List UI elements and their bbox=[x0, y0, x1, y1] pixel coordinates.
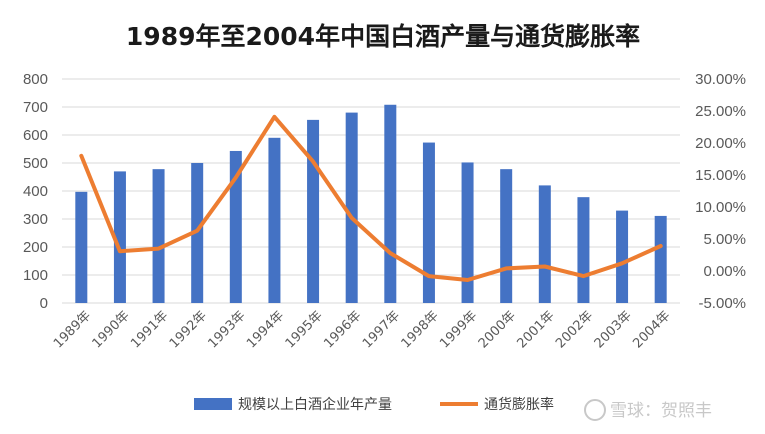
left-tick-label: 300 bbox=[23, 211, 48, 228]
bar bbox=[113, 171, 126, 303]
right-tick-label: -5.00% bbox=[698, 295, 746, 312]
x-tick-label: 2000年 bbox=[476, 308, 519, 351]
left-tick-label: 600 bbox=[23, 127, 48, 144]
bar bbox=[500, 169, 513, 303]
watermark-text: 雪球：贺照丰 bbox=[610, 401, 712, 421]
bar bbox=[75, 191, 88, 303]
snowball-logo-icon bbox=[584, 399, 606, 421]
x-tick-label: 2004年 bbox=[630, 308, 673, 351]
watermark: 雪球：贺照丰 bbox=[584, 399, 712, 421]
bar bbox=[422, 142, 435, 303]
legend: 规模以上白酒企业年产量 通货膨胀率 bbox=[194, 396, 554, 413]
legend-label-inflation: 通货膨胀率 bbox=[484, 396, 554, 413]
x-tick-label: 2003年 bbox=[592, 308, 635, 351]
left-axis: 0 100 200 300 400 500 600 700 800 bbox=[23, 71, 48, 312]
x-tick-label: 1993年 bbox=[205, 308, 248, 351]
x-tick-label: 1995年 bbox=[283, 308, 326, 351]
inflation-line bbox=[79, 114, 663, 282]
right-tick-label: 0.00% bbox=[703, 263, 746, 280]
left-tick-label: 100 bbox=[23, 267, 48, 284]
x-tick-label: 1997年 bbox=[360, 308, 403, 351]
x-tick-label: 1990年 bbox=[90, 308, 133, 351]
x-tick-label: 2001年 bbox=[514, 308, 557, 351]
right-tick-label: 5.00% bbox=[703, 231, 746, 248]
right-axis: -5.00% 0.00% 5.00% 10.00% 15.00% 20.00% 25.00%… bbox=[695, 71, 746, 312]
legend-swatch-production bbox=[194, 398, 232, 410]
right-tick-label: 10.00% bbox=[695, 199, 746, 216]
x-tick-label: 2002年 bbox=[553, 308, 596, 351]
x-tick-label: 1992年 bbox=[167, 308, 210, 351]
left-tick-label: 700 bbox=[23, 99, 48, 116]
right-tick-label: 30.00% bbox=[695, 71, 746, 88]
bar bbox=[384, 104, 397, 303]
line-series bbox=[79, 114, 663, 282]
chart-title: 1989年至2004年中国白酒产量与通货膨胀率 bbox=[126, 22, 640, 51]
x-tick-label: 1999年 bbox=[437, 308, 480, 351]
right-tick-label: 25.00% bbox=[695, 103, 746, 120]
x-axis: 1989年1990年1991年1992年1993年1994年1995年1996年… bbox=[51, 308, 674, 351]
x-tick-label: 1989年 bbox=[51, 308, 94, 351]
bar bbox=[654, 215, 667, 303]
left-tick-label: 200 bbox=[23, 239, 48, 256]
bar bbox=[616, 210, 629, 303]
bar bbox=[307, 119, 320, 303]
bar bbox=[538, 185, 551, 303]
legend-label-production: 规模以上白酒企业年产量 bbox=[238, 396, 392, 413]
bar bbox=[461, 162, 474, 303]
x-tick-label: 1998年 bbox=[399, 308, 442, 351]
bar bbox=[345, 112, 358, 303]
bar bbox=[229, 150, 242, 303]
bar bbox=[191, 163, 204, 303]
bar bbox=[577, 197, 590, 303]
left-tick-label: 500 bbox=[23, 155, 48, 172]
left-tick-label: 800 bbox=[23, 71, 48, 88]
x-tick-label: 1996年 bbox=[321, 308, 364, 351]
x-tick-label: 1991年 bbox=[128, 308, 171, 351]
x-tick-label: 1994年 bbox=[244, 308, 287, 351]
bar bbox=[268, 137, 281, 303]
right-tick-label: 15.00% bbox=[695, 167, 746, 184]
left-tick-label: 400 bbox=[23, 183, 48, 200]
left-tick-label: 0 bbox=[40, 295, 48, 312]
bar bbox=[152, 169, 165, 303]
right-tick-label: 20.00% bbox=[695, 135, 746, 152]
